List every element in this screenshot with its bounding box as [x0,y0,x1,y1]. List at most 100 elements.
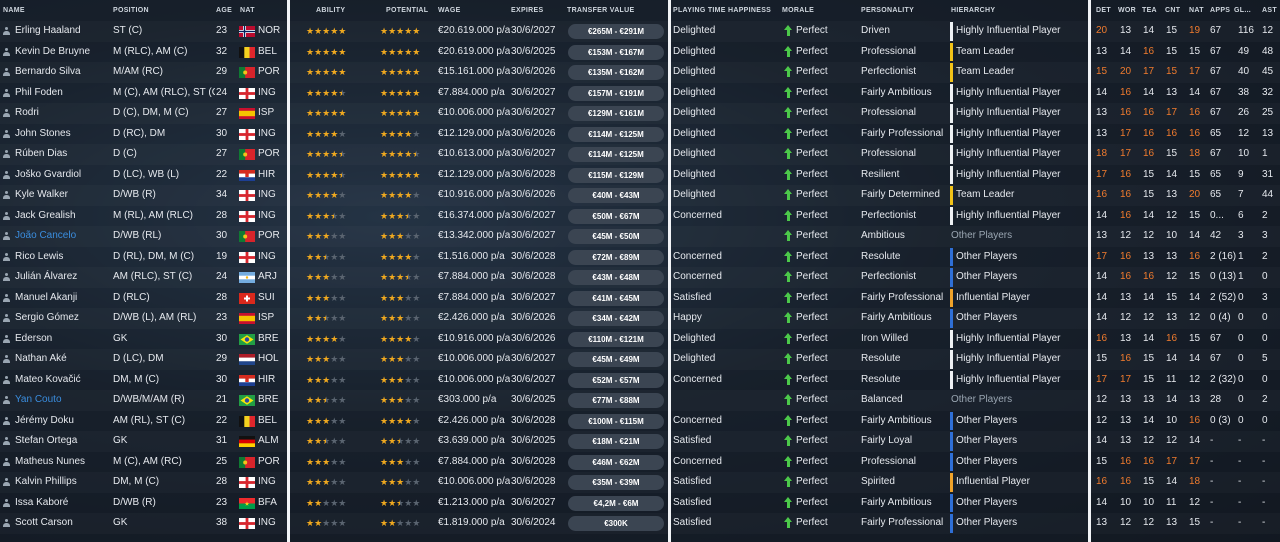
col-header-nat[interactable]: NAT [240,7,255,14]
player-name[interactable]: Yan Couto [15,394,62,405]
person-icon [3,375,10,384]
player-position: GK [113,517,128,528]
table-row[interactable]: Manuel Akanji D (RLC) 28 SUI ★★★★★ ★★★★★… [0,288,1280,309]
player-name[interactable]: Rúben Dias [15,148,68,159]
table-row[interactable]: Scott Carson GK 38 ING ★★★★★ ★★★★★ €1.81… [0,513,1280,534]
table-row[interactable]: Yan Couto D/WB/M/AM (R) 21 BRE ★★★★★ ★★★… [0,390,1280,411]
table-row[interactable]: Kalvin Phillips DM, M (C) 28 ING ★★★★★ ★… [0,472,1280,493]
playing-time-happiness: Concerned [673,271,722,282]
attr-teamwork: 13 [1143,250,1155,262]
ability-stars: ★★★★★ [306,292,347,303]
player-name[interactable]: Bernardo Silva [15,66,81,77]
col-header-ability[interactable]: ABILITY [316,7,346,14]
player-wage: €16.374.000 p/a [438,209,510,221]
player-wage: €1.516.000 p/a [438,250,505,262]
col-header-goals[interactable]: GL... [1234,7,1252,14]
player-name[interactable]: Joško Gvardiol [15,168,82,180]
person-icon [3,355,10,363]
morale-up-arrow-icon [784,271,792,283]
col-header-position[interactable]: POSITION [113,7,149,14]
col-header-det[interactable]: DET [1096,7,1111,14]
table-row[interactable]: Mateo Kovačić DM, M (C) 30 HIR ★★★★★ ★★★… [0,370,1280,391]
player-name[interactable]: João Cancelo [15,230,77,241]
stat-goals: - [1238,435,1242,446]
table-row[interactable]: Rodri D (C), DM, M (C) 27 ISP ★★★★★ ★★★★… [0,103,1280,124]
col-header-playing-time[interactable]: PLAYING TIME HAPPINESS [673,7,772,14]
player-name[interactable]: Kalvin Phillips [15,476,77,487]
player-name[interactable]: Sergio Gómez [15,312,79,323]
col-header-nat2[interactable]: NAT [1189,7,1204,14]
col-header-wage[interactable]: WAGE [438,7,461,14]
player-name[interactable]: Manuel Akanji [15,291,78,303]
player-name[interactable]: Phil Foden [15,86,63,98]
col-header-assists[interactable]: AST [1262,7,1277,14]
table-row[interactable]: Matheus Nunes M (C), AM (RC) 25 POR ★★★★… [0,452,1280,473]
player-name[interactable]: Jérémy Doku [15,414,74,426]
player-name[interactable]: Erling Haaland [15,25,81,36]
attr-determination: 13 [1096,107,1108,118]
player-personality: Professional [861,455,917,467]
hierarchy-tier-bar [950,124,953,143]
table-row[interactable]: Issa Kaboré D/WB (R) 23 BFA ★★★★★ ★★★★★ … [0,493,1280,514]
player-name[interactable]: Scott Carson [15,517,73,528]
player-name[interactable]: Julián Álvarez [15,271,78,282]
player-morale: Perfect [796,291,828,303]
player-wage: €7.884.000 p/a [438,455,505,467]
attr-concentration: 15 [1166,25,1178,36]
col-header-transfer-value[interactable]: TRANSFER VALUE [567,7,635,14]
eng-flag-icon [239,518,255,529]
table-row[interactable]: Rico Lewis D (RL), DM, M (C) 19 ING ★★★★… [0,247,1280,268]
table-row[interactable]: Sergio Gómez D/WB (L), AM (RL) 23 ISP ★★… [0,308,1280,329]
attr-determination: 16 [1096,189,1108,200]
table-row[interactable]: Jack Grealish M (RL), AM (RLC) 28 ING ★★… [0,206,1280,227]
morale-up-arrow-icon [784,209,792,222]
table-row[interactable]: Stefan Ortega GK 31 ALM ★★★★★ ★★★★★ €3.6… [0,431,1280,452]
player-personality: Spirited [861,476,895,487]
player-name[interactable]: Kevin De Bruyne [15,45,91,57]
table-row[interactable]: João Cancelo D/WB (RL) 30 POR ★★★★★ ★★★★… [0,226,1280,247]
col-header-apps[interactable]: APPS [1210,7,1231,14]
table-row[interactable]: Kyle Walker D/WB (R) 34 ING ★★★★★ ★★★★★ … [0,185,1280,206]
col-header-wor[interactable]: WOR [1118,7,1137,14]
player-name[interactable]: Jack Grealish [15,209,76,221]
table-row[interactable]: Jérémy Doku AM (RL), ST (C) 22 BEL ★★★★★… [0,411,1280,432]
stat-assists: 32 [1262,86,1274,98]
stat-assists: 0 [1262,312,1268,323]
col-header-morale[interactable]: MORALE [782,7,815,14]
player-name[interactable]: Mateo Kovačić [15,373,81,385]
col-header-tea[interactable]: TEA [1142,7,1157,14]
table-row[interactable]: Kevin De Bruyne M (RLC), AM (C) 32 BEL ★… [0,42,1280,63]
col-header-personality[interactable]: PERSONALITY [861,7,915,14]
player-name[interactable]: Issa Kaboré [15,496,69,508]
table-row[interactable]: Rúben Dias D (C) 27 POR ★★★★★ ★★★★★ €10.… [0,144,1280,165]
col-header-age[interactable]: AGE [216,7,233,14]
table-row[interactable]: Ederson GK 30 BRE ★★★★★ ★★★★★ €10.916.00… [0,329,1280,350]
table-row[interactable]: Joško Gvardiol D (LC), WB (L) 22 HIR ★★★… [0,165,1280,186]
table-row[interactable]: Julián Álvarez AM (RLC), ST (C) 24 ARJ ★… [0,267,1280,288]
player-nationality: HIR [258,168,276,180]
player-morale: Perfect [796,455,828,467]
table-row[interactable]: Nathan Aké D (LC), DM 29 HOL ★★★★★ ★★★★★… [0,349,1280,370]
table-row[interactable]: Erling Haaland ST (C) 23 NOR ★★★★★ ★★★★★… [0,21,1280,42]
table-row[interactable]: Phil Foden M (C), AM (RLC), ST (C) 24 IN… [0,83,1280,104]
col-header-potential[interactable]: POTENTIAL [386,7,429,14]
col-header-cnt[interactable]: CNT [1165,7,1181,14]
player-name[interactable]: Nathan Aké [15,353,67,364]
col-header-hierarchy[interactable]: HIERARCHY [951,7,996,14]
table-row[interactable]: John Stones D (RC), DM 30 ING ★★★★★ ★★★★… [0,124,1280,145]
attr-teamwork: 14 [1143,86,1155,98]
col-header-expires[interactable]: EXPIRES [511,7,544,14]
player-name[interactable]: Rico Lewis [15,250,64,262]
player-name[interactable]: Rodri [15,107,39,118]
player-name[interactable]: Ederson [15,332,53,344]
table-row[interactable]: Bernardo Silva M/AM (RC) 29 POR ★★★★★ ★★… [0,62,1280,83]
player-name[interactable]: Stefan Ortega [15,435,78,446]
player-name[interactable]: Matheus Nunes [15,455,86,467]
player-name[interactable]: Kyle Walker [15,189,68,200]
stat-assists: - [1262,496,1266,508]
playing-time-happiness: Delighted [673,332,716,344]
person-icon [3,252,10,261]
player-name[interactable]: John Stones [15,127,71,139]
player-morale: Perfect [796,107,828,118]
col-header-name[interactable]: NAME [3,7,25,14]
